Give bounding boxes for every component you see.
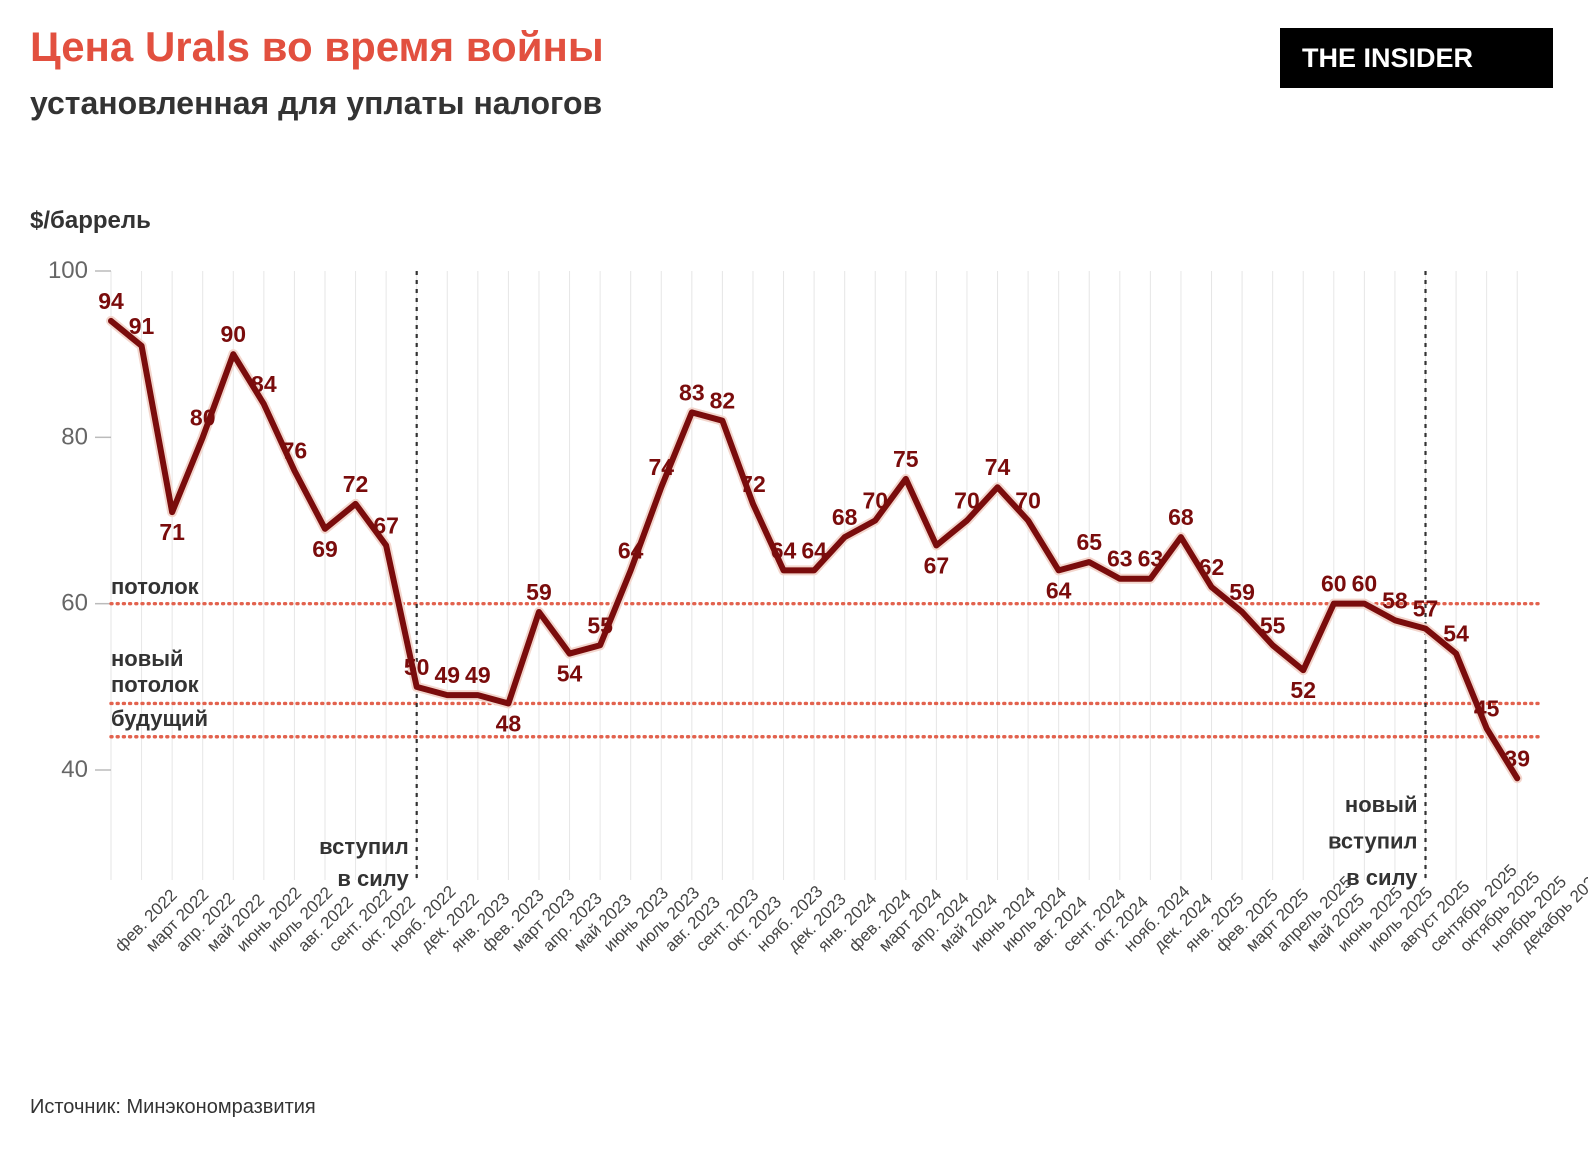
svg-text:59: 59 xyxy=(1229,579,1255,605)
svg-text:65: 65 xyxy=(1076,529,1102,555)
svg-text:потолок: потолок xyxy=(111,574,200,599)
svg-text:60: 60 xyxy=(61,590,88,617)
svg-text:71: 71 xyxy=(159,519,185,545)
svg-text:57: 57 xyxy=(1413,596,1439,622)
svg-text:94: 94 xyxy=(98,288,124,314)
svg-text:69: 69 xyxy=(312,536,338,562)
svg-text:64: 64 xyxy=(1046,577,1072,603)
svg-text:82: 82 xyxy=(710,388,736,414)
svg-text:68: 68 xyxy=(1168,504,1194,530)
svg-text:59: 59 xyxy=(526,579,552,605)
svg-text:новый: новый xyxy=(1345,792,1418,817)
svg-text:80: 80 xyxy=(190,404,216,430)
svg-text:84: 84 xyxy=(251,371,277,397)
svg-text:55: 55 xyxy=(587,612,613,638)
svg-text:60: 60 xyxy=(1321,571,1347,597)
svg-text:70: 70 xyxy=(862,488,888,514)
svg-text:55: 55 xyxy=(1260,612,1286,638)
svg-text:75: 75 xyxy=(893,446,919,472)
svg-text:60: 60 xyxy=(1352,571,1378,597)
svg-text:новый: новый xyxy=(111,646,184,671)
svg-text:74: 74 xyxy=(648,454,674,480)
svg-text:58: 58 xyxy=(1382,587,1408,613)
svg-text:76: 76 xyxy=(282,438,308,464)
svg-text:45: 45 xyxy=(1474,695,1500,721)
svg-text:49: 49 xyxy=(465,662,491,688)
svg-text:63: 63 xyxy=(1107,546,1133,572)
svg-text:потолок: потолок xyxy=(111,672,200,697)
svg-text:74: 74 xyxy=(985,454,1011,480)
svg-text:64: 64 xyxy=(771,537,797,563)
svg-text:91: 91 xyxy=(129,313,155,339)
svg-text:80: 80 xyxy=(61,423,88,450)
svg-text:100: 100 xyxy=(48,257,88,284)
svg-text:49: 49 xyxy=(434,662,460,688)
svg-text:68: 68 xyxy=(832,504,858,530)
svg-text:70: 70 xyxy=(954,488,980,514)
svg-text:вступил: вступил xyxy=(319,834,409,859)
svg-text:48: 48 xyxy=(496,710,522,736)
svg-text:54: 54 xyxy=(1443,621,1469,647)
svg-text:72: 72 xyxy=(343,471,369,497)
svg-text:83: 83 xyxy=(679,379,705,405)
svg-text:в силу: в силу xyxy=(337,866,409,891)
svg-text:THE INSIDER: THE INSIDER xyxy=(1302,43,1473,73)
svg-text:63: 63 xyxy=(1138,546,1164,572)
svg-text:72: 72 xyxy=(740,471,766,497)
svg-text:52: 52 xyxy=(1290,677,1316,703)
svg-text:90: 90 xyxy=(220,321,246,347)
svg-text:54: 54 xyxy=(557,661,583,687)
svg-text:вступил: вступил xyxy=(1328,829,1418,854)
svg-text:39: 39 xyxy=(1504,745,1530,771)
svg-text:64: 64 xyxy=(618,537,644,563)
svg-text:50: 50 xyxy=(404,654,430,680)
svg-text:70: 70 xyxy=(1015,488,1041,514)
svg-text:62: 62 xyxy=(1199,554,1225,580)
svg-text:67: 67 xyxy=(924,552,950,578)
svg-text:67: 67 xyxy=(373,512,399,538)
svg-text:64: 64 xyxy=(801,537,827,563)
svg-text:40: 40 xyxy=(61,756,88,783)
svg-text:будущий: будущий xyxy=(111,706,208,731)
